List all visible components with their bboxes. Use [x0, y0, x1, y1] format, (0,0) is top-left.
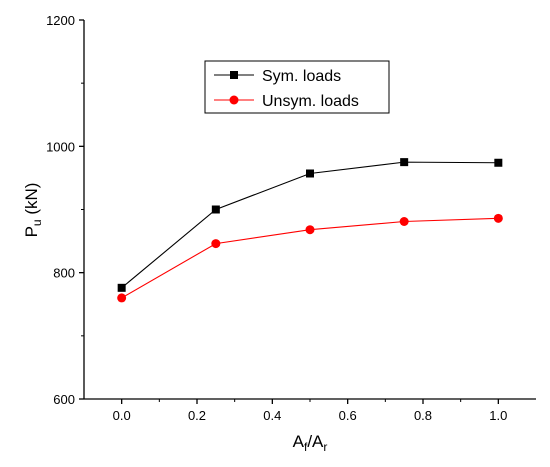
y-tick-label: 600: [53, 392, 75, 407]
y-axis-title-unit: (kN): [22, 183, 41, 220]
y-tick-label: 1200: [46, 13, 75, 28]
x-ticks: 0.0 0.2 0.4 0.6 0.8 1.0: [113, 399, 507, 423]
data-point-sym: [400, 158, 409, 167]
data-point-sym: [494, 158, 503, 167]
data-point-unsym: [305, 225, 315, 235]
legend-marker-unsym: [229, 95, 239, 105]
series-layer: [117, 158, 503, 303]
x-axis-title: Af/Ar: [293, 432, 328, 454]
y-axis-title: Pu (kN): [22, 183, 44, 238]
y-axis-title-main: P: [22, 226, 41, 237]
x-tick-label: 0.8: [414, 408, 432, 423]
data-point-unsym: [493, 213, 503, 223]
x-axis-title-sub-f: f: [304, 440, 308, 454]
x-axis-title-slash: /A: [307, 432, 324, 451]
x-axis-title-main: A: [293, 432, 305, 451]
x-tick-label: 0.4: [263, 408, 281, 423]
legend-label-sym: Sym. loads: [262, 68, 341, 85]
x-tick-label: 0.2: [188, 408, 206, 423]
series-line-sym: [121, 161, 499, 289]
x-tick-label: 0.0: [113, 408, 131, 423]
legend-label-unsym: Unsym. loads: [262, 93, 359, 110]
legend-marker-sym: [230, 71, 238, 79]
data-point-unsym: [117, 293, 127, 303]
data-point-unsym: [399, 217, 409, 227]
y-axis-title-sub-u: u: [30, 219, 44, 226]
legend: Sym. loads Unsym. loads: [204, 60, 390, 114]
y-tick-label: 800: [53, 266, 75, 281]
x-tick-label: 1.0: [489, 408, 507, 423]
data-point-unsym: [211, 239, 221, 249]
data-point-sym: [211, 205, 220, 214]
x-axis-title-sub-r: r: [323, 440, 327, 454]
y-ticks: 600 800 1000 1200: [46, 13, 84, 407]
data-point-sym: [306, 169, 314, 178]
x-tick-label: 0.6: [339, 408, 357, 423]
legend-box: [204, 60, 390, 114]
y-tick-label: 1000: [46, 139, 75, 154]
data-point-sym: [117, 283, 126, 292]
